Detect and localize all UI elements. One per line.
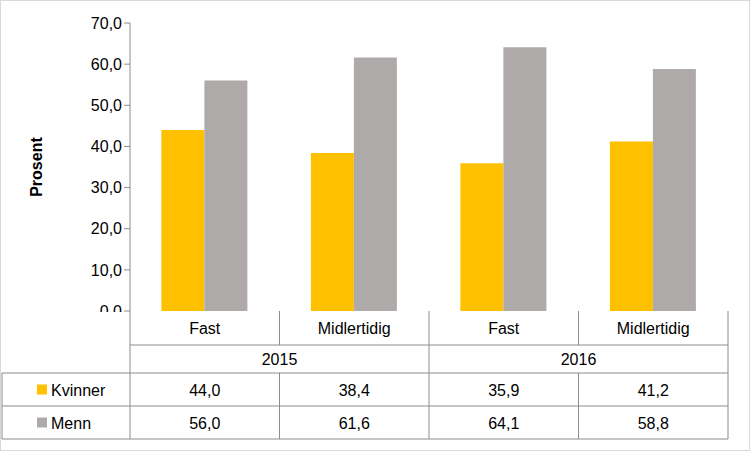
svg-text:2015: 2015 <box>262 351 298 368</box>
svg-text:Fast: Fast <box>488 320 520 337</box>
svg-text:70,0: 70,0 <box>91 15 122 32</box>
svg-text:Menn: Menn <box>51 415 91 432</box>
svg-text:38,4: 38,4 <box>339 382 370 399</box>
svg-text:40,0: 40,0 <box>91 138 122 155</box>
svg-text:44,0: 44,0 <box>189 382 220 399</box>
svg-text:2016: 2016 <box>561 351 597 368</box>
svg-text:Midlertidig: Midlertidig <box>617 320 690 337</box>
svg-text:0,0: 0,0 <box>100 303 122 312</box>
svg-text:Midlertidig: Midlertidig <box>318 320 391 337</box>
svg-text:61,6: 61,6 <box>339 415 370 432</box>
svg-text:Fast: Fast <box>189 320 221 337</box>
svg-text:20,0: 20,0 <box>91 220 122 237</box>
svg-text:35,9: 35,9 <box>488 382 519 399</box>
svg-text:50,0: 50,0 <box>91 97 122 114</box>
svg-text:56,0: 56,0 <box>189 415 220 432</box>
svg-text:58,8: 58,8 <box>638 415 669 432</box>
svg-text:10,0: 10,0 <box>91 262 122 279</box>
svg-text:30,0: 30,0 <box>91 179 122 196</box>
svg-text:60,0: 60,0 <box>91 56 122 73</box>
svg-text:41,2: 41,2 <box>638 382 669 399</box>
svg-text:Kvinner: Kvinner <box>51 382 106 399</box>
svg-text:Prosent: Prosent <box>28 137 45 197</box>
svg-text:64,1: 64,1 <box>488 415 519 432</box>
